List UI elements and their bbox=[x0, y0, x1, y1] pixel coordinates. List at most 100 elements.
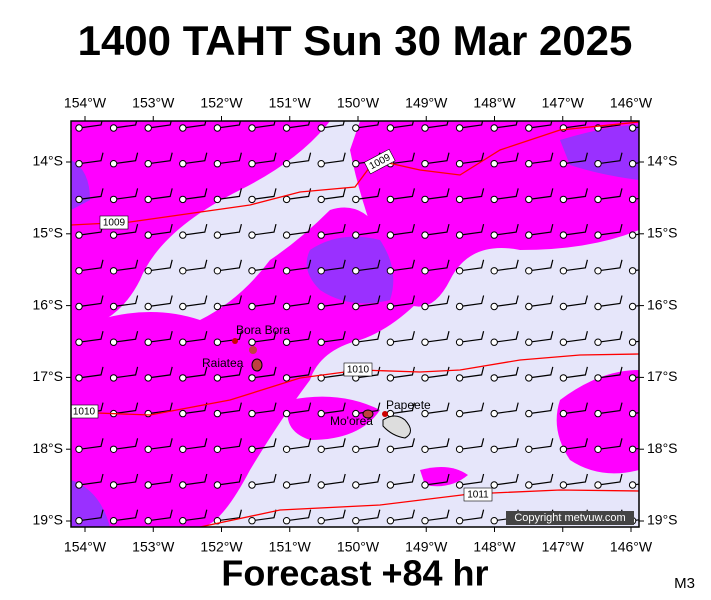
barb-station bbox=[179, 267, 187, 275]
barb-station bbox=[282, 481, 291, 489]
wind-barb bbox=[459, 438, 485, 450]
wind-barb bbox=[217, 331, 242, 343]
wind-barb bbox=[528, 366, 554, 379]
barb-station bbox=[421, 445, 429, 453]
wind-barb bbox=[528, 223, 554, 236]
barb-station bbox=[455, 445, 464, 453]
magenta-field bbox=[71, 121, 330, 330]
wind-barb bbox=[459, 331, 485, 343]
barb-station bbox=[213, 231, 222, 239]
barb-station bbox=[248, 409, 256, 418]
barb-station bbox=[594, 267, 602, 275]
lat-label: 15°S bbox=[32, 225, 63, 241]
wind-barb bbox=[182, 188, 208, 200]
barb-station bbox=[352, 267, 360, 275]
barb-station bbox=[559, 160, 568, 168]
wind-barb bbox=[355, 223, 381, 236]
model-label: M3 bbox=[674, 575, 695, 592]
barb-station bbox=[179, 195, 187, 204]
wind-barb bbox=[459, 295, 485, 308]
barb-station bbox=[525, 231, 533, 239]
wind-barb bbox=[528, 152, 554, 165]
wind-barb bbox=[597, 295, 623, 308]
wind-barb bbox=[424, 295, 450, 308]
lat-label: 19°S bbox=[32, 512, 63, 528]
wind-barb bbox=[113, 438, 139, 450]
lon-label: 147°W bbox=[542, 95, 585, 111]
barb-station bbox=[455, 160, 464, 168]
barb-station bbox=[317, 160, 325, 168]
barb-station bbox=[109, 231, 118, 239]
wind-barb bbox=[597, 366, 623, 379]
barb-station bbox=[386, 445, 395, 453]
wind-barb bbox=[355, 121, 380, 129]
barb-station bbox=[282, 267, 291, 275]
lat-label: 16°S bbox=[32, 296, 63, 312]
wind-barb bbox=[148, 473, 173, 486]
barb-station bbox=[213, 481, 222, 489]
barb-station bbox=[559, 231, 568, 239]
wind-barb bbox=[148, 188, 173, 200]
barb-station bbox=[559, 302, 568, 311]
barb-station bbox=[386, 302, 395, 311]
isobar-label-box bbox=[463, 487, 493, 502]
barb-station bbox=[490, 195, 498, 204]
lat-label: 14°S bbox=[647, 153, 678, 169]
magenta-field bbox=[350, 121, 639, 307]
barb-station bbox=[179, 160, 187, 168]
wind-barb bbox=[251, 295, 277, 308]
wind-barb bbox=[528, 438, 554, 450]
barb-station bbox=[282, 302, 291, 311]
barb-station bbox=[525, 445, 533, 453]
barb-station bbox=[628, 124, 637, 132]
barb-station bbox=[317, 231, 325, 239]
wind-barb bbox=[148, 223, 173, 236]
barb-station bbox=[386, 267, 395, 275]
wind-barb bbox=[182, 366, 208, 379]
wind-barb bbox=[494, 295, 519, 308]
barb-station bbox=[282, 195, 291, 204]
barb-station bbox=[282, 409, 291, 418]
barb-station bbox=[317, 517, 325, 525]
barb-station bbox=[525, 124, 533, 132]
wind-barb bbox=[251, 509, 277, 522]
barb-station bbox=[317, 445, 325, 453]
barb-station bbox=[421, 195, 429, 204]
wind-barb bbox=[528, 259, 554, 272]
barb-station bbox=[455, 231, 464, 239]
wind-barb bbox=[597, 438, 623, 450]
wind-barb bbox=[78, 331, 104, 343]
wind-barb bbox=[286, 295, 312, 308]
purple-field bbox=[71, 160, 90, 210]
barb-station bbox=[559, 409, 568, 418]
lon-label: 150°W bbox=[337, 95, 380, 111]
wind-barb bbox=[424, 366, 450, 379]
wind-barb bbox=[217, 438, 242, 450]
isobar-label-box bbox=[71, 404, 99, 419]
wind-barb bbox=[528, 188, 554, 200]
barb-station bbox=[628, 231, 637, 239]
place-label: Raiatea bbox=[202, 356, 244, 370]
barb-station bbox=[109, 374, 118, 382]
barb-station bbox=[248, 445, 256, 453]
wind-barb bbox=[528, 121, 553, 129]
wind-barb bbox=[113, 223, 139, 236]
wind-barb bbox=[459, 509, 485, 522]
barb-station bbox=[386, 231, 395, 239]
barb-station bbox=[248, 267, 256, 275]
island bbox=[249, 346, 257, 354]
wind-barb bbox=[182, 295, 208, 308]
barb-station bbox=[490, 231, 498, 239]
wind-barb bbox=[148, 366, 173, 379]
isobar-label: 1010 bbox=[347, 365, 370, 376]
wind-barb bbox=[424, 223, 450, 236]
barb-station bbox=[144, 160, 152, 168]
barb-station bbox=[144, 302, 152, 311]
barb-station bbox=[144, 409, 152, 418]
lon-label: 152°W bbox=[200, 95, 243, 111]
barb-station bbox=[594, 338, 602, 346]
barb-station bbox=[421, 302, 429, 311]
lon-label: 147°W bbox=[542, 539, 585, 555]
barb-station bbox=[248, 231, 256, 239]
